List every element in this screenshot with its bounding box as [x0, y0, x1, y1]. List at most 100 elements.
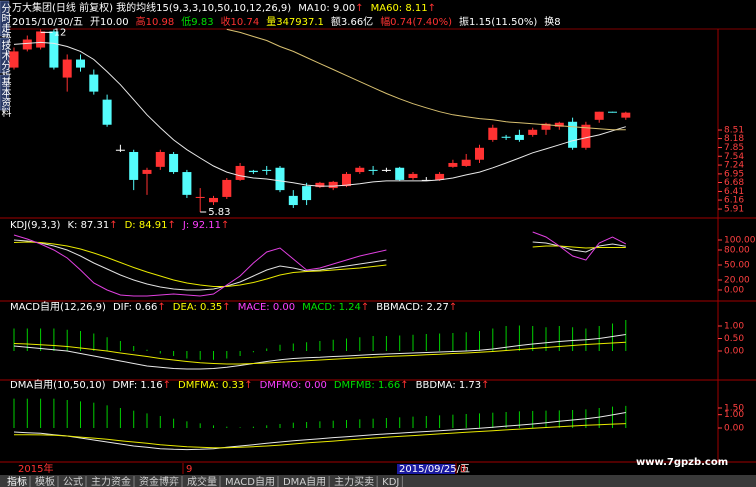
trend-arrow: ↑: [222, 302, 230, 313]
header-item: 换8: [544, 15, 560, 28]
y-tick-label: 80.00: [724, 246, 750, 256]
sidebar-tab: [0, 0, 10, 37]
candle-body: [275, 167, 285, 191]
sidebar-label: 分时走势: [0, 3, 11, 44]
high-label: 12: [54, 27, 67, 38]
candle-body: [368, 169, 378, 171]
candle-body: [488, 127, 498, 140]
tab[interactable]: 公式: [63, 475, 83, 487]
y-tick-label: 1.00: [724, 410, 744, 420]
candle-body: [395, 167, 405, 180]
trend-arrow: ↑: [167, 220, 175, 231]
y-tick-label: 7.85: [724, 143, 744, 153]
y-tick-label: 0.00: [724, 424, 744, 434]
header-item: 收10.74: [221, 15, 260, 28]
sidebar-tab: [0, 37, 10, 74]
candle-body: [209, 197, 218, 203]
candle-body: [581, 124, 591, 148]
candle-body: [115, 149, 125, 151]
candle-body: [9, 51, 19, 68]
trend-arrow: ↑: [221, 220, 229, 231]
tab[interactable]: 主力买卖: [334, 475, 374, 487]
header-item: MACE: 0.00: [238, 302, 295, 313]
y-tick-label: 100.00: [724, 236, 756, 246]
series-line: [532, 231, 627, 261]
y-tick-label: 8.18: [724, 134, 744, 144]
tab[interactable]: 资金博弈: [139, 475, 179, 487]
candle-body: [142, 169, 152, 174]
candle-body: [568, 121, 578, 148]
y-tick-label: 6.68: [724, 178, 744, 188]
tab[interactable]: MACD自用: [225, 475, 275, 487]
candle-body: [222, 179, 232, 197]
candle-body: [288, 195, 298, 206]
y-tick-label: 1.50: [724, 404, 744, 414]
series-line: [13, 239, 387, 291]
candle-body: [381, 169, 391, 171]
y-tick-label: 0.00: [724, 286, 744, 296]
header-item: DEA: 0.35: [173, 302, 223, 313]
y-tick-label: 8.51: [724, 126, 744, 136]
sidebar-label: 基本资料: [0, 76, 11, 118]
header-item: DMFMA: 0.33: [178, 380, 244, 391]
tab[interactable]: 模板: [35, 475, 55, 487]
candle-body: [594, 111, 604, 120]
series-line: [13, 41, 626, 187]
header-item: MA60: 8.11: [371, 3, 428, 14]
header-row: 2015/10/30/五 开10.00 高10.98 低9.83 收10.74 量3479…: [12, 15, 561, 28]
candle-body: [328, 181, 338, 189]
candle-body: [129, 151, 139, 180]
candle-body: [475, 147, 484, 160]
candle-body: [89, 74, 99, 92]
candle-body: [541, 123, 551, 130]
candle-body: [248, 170, 258, 173]
candle-body: [448, 162, 458, 167]
tab[interactable]: 成交量: [187, 475, 217, 487]
header-item: 振1.15(11.50%): [459, 15, 537, 28]
series-line: [13, 234, 387, 297]
header-item: 量347937.1: [266, 16, 324, 28]
header-item: BBDMA: 1.73: [416, 380, 482, 391]
series-line: [13, 341, 626, 365]
candle-body: [435, 173, 445, 180]
tab[interactable]: KDJ: [382, 477, 399, 487]
series-line: [532, 245, 626, 249]
header-item: KDJ(9,3,3): [10, 220, 61, 231]
header-item: MACD: 1.24: [302, 302, 361, 313]
header-row: KDJ(9,3,3) K: 87.31↑ D: 84.91↑ J: 92.11↑: [10, 220, 229, 231]
candle-body: [355, 167, 365, 173]
candle-body: [169, 153, 179, 173]
candle-body: [235, 165, 245, 180]
y-tick-label: 1.00: [724, 322, 744, 332]
trend-arrow: ↑: [449, 302, 457, 313]
header-item: K: 87.31: [67, 220, 109, 231]
header-item: MA10: 9.00: [298, 3, 355, 14]
header-item: 开10.00: [90, 17, 129, 28]
trend-arrow: ↑: [244, 380, 252, 391]
series-line: [532, 241, 626, 253]
trend-arrow: ↑: [109, 220, 117, 231]
header-item: DMA自用(10,50,10): [10, 378, 106, 391]
header-item: 万大集团(日线 前复权) 我的均线15(9,3,3,10,50,10,12,26…: [12, 1, 291, 14]
timeline-year: 2015年: [18, 462, 53, 475]
candle-body: [461, 159, 471, 166]
header-item: J: 92.11: [182, 220, 221, 231]
candle-body: [155, 151, 165, 167]
sidebar-tab: [0, 74, 10, 111]
tab-bar: [0, 475, 756, 487]
tab[interactable]: 指标: [7, 475, 27, 487]
series-line: [226, 28, 626, 131]
header-item: 高10.98: [136, 15, 175, 28]
watermark: www.7gpzb.com: [636, 457, 728, 468]
y-tick-label: 0.00: [724, 347, 744, 357]
tab[interactable]: 主力资金: [91, 475, 131, 487]
candle-body: [76, 59, 85, 68]
candle-body: [315, 182, 325, 188]
candle-body: [22, 39, 32, 50]
header-item: 额3.66亿: [331, 15, 373, 28]
header-item: MACD自用(12,26,9): [10, 300, 106, 313]
sidebar-label: 技术分析: [0, 39, 11, 81]
trend-arrow: ↑: [481, 380, 489, 391]
tab[interactable]: DMA自用: [283, 475, 326, 487]
